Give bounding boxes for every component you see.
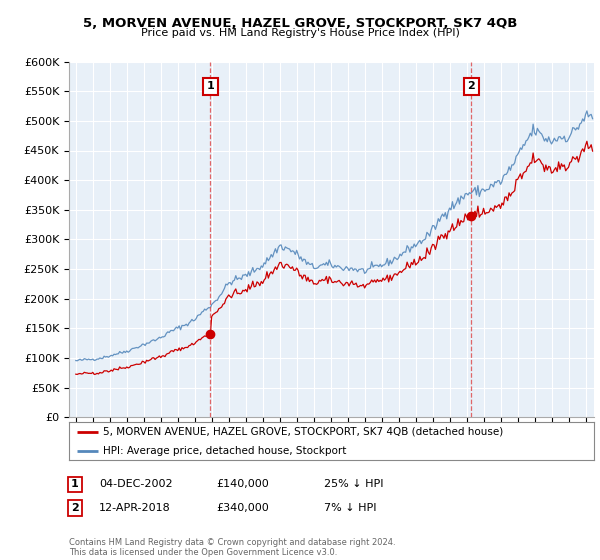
Text: 5, MORVEN AVENUE, HAZEL GROVE, STOCKPORT, SK7 4QB: 5, MORVEN AVENUE, HAZEL GROVE, STOCKPORT… (83, 17, 517, 30)
Text: 04-DEC-2002: 04-DEC-2002 (99, 479, 173, 489)
Text: 5, MORVEN AVENUE, HAZEL GROVE, STOCKPORT, SK7 4QB (detached house): 5, MORVEN AVENUE, HAZEL GROVE, STOCKPORT… (103, 427, 503, 437)
Text: Price paid vs. HM Land Registry's House Price Index (HPI): Price paid vs. HM Land Registry's House … (140, 28, 460, 38)
Text: HPI: Average price, detached house, Stockport: HPI: Average price, detached house, Stoc… (103, 446, 347, 456)
Text: £340,000: £340,000 (216, 503, 269, 513)
Text: Contains HM Land Registry data © Crown copyright and database right 2024.
This d: Contains HM Land Registry data © Crown c… (69, 538, 395, 557)
Text: 12-APR-2018: 12-APR-2018 (99, 503, 171, 513)
Text: 1: 1 (206, 82, 214, 91)
Text: £140,000: £140,000 (216, 479, 269, 489)
Text: 1: 1 (71, 479, 79, 489)
Text: 7% ↓ HPI: 7% ↓ HPI (324, 503, 377, 513)
Text: 25% ↓ HPI: 25% ↓ HPI (324, 479, 383, 489)
Text: 2: 2 (467, 82, 475, 91)
Text: 2: 2 (71, 503, 79, 513)
